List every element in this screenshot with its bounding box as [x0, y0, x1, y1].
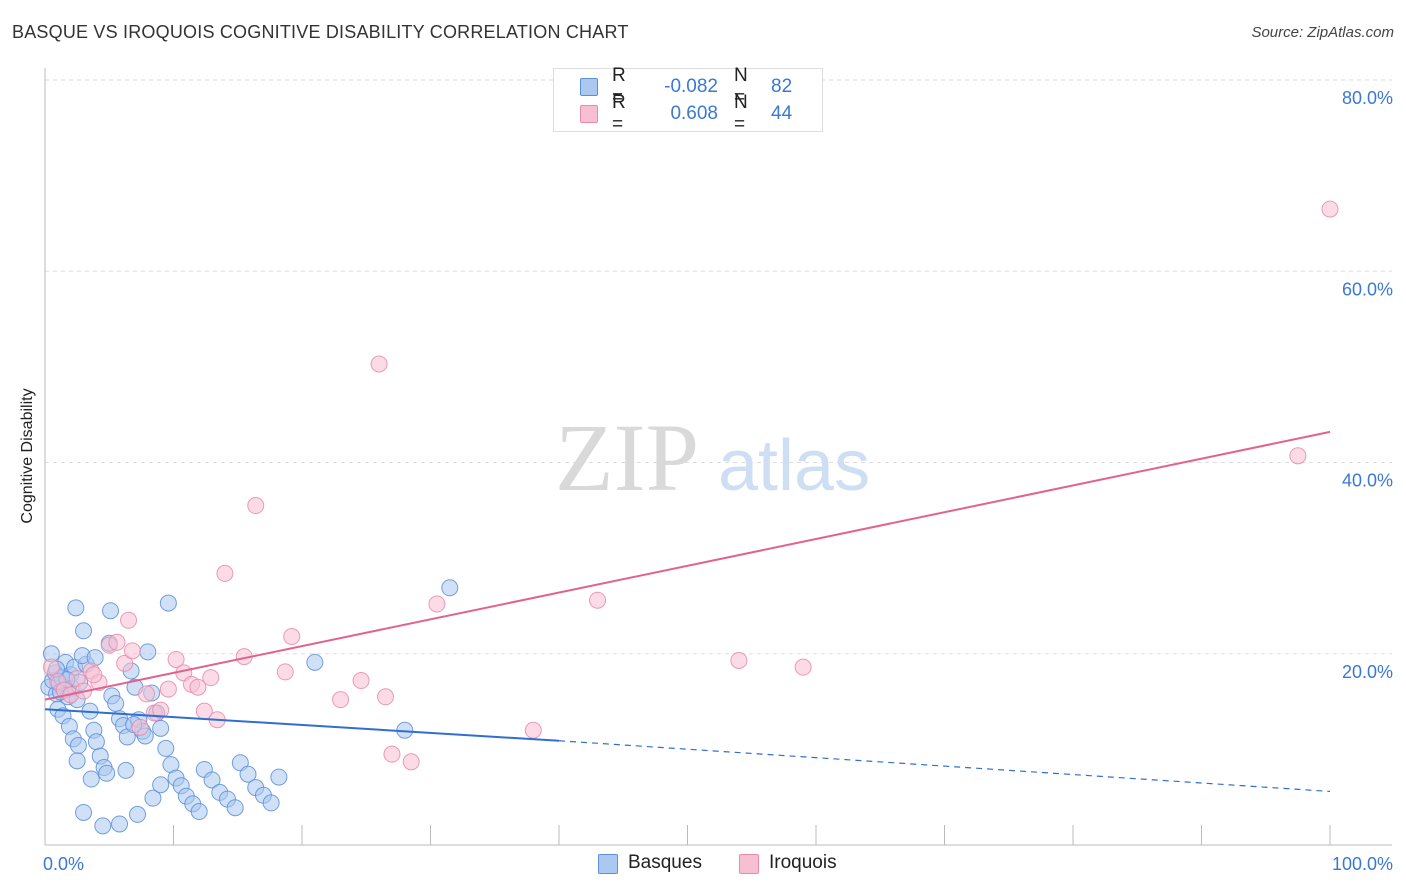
iroquois-point [402, 753, 420, 771]
tick-labels: 20.0% 40.0% 60.0% 80.0% 0.0% 100.0% [43, 88, 1393, 874]
basques-trend-line [44, 708, 560, 742]
basques-point [441, 579, 459, 597]
chart-title: BASQUE VS IROQUOIS COGNITIVE DISABILITY … [12, 22, 629, 42]
x-tick-label-end: 100.0% [1332, 854, 1393, 874]
iroquois-point [1321, 200, 1339, 218]
basques-point [239, 765, 257, 783]
iroquois-point [216, 564, 234, 582]
basques-point [75, 622, 93, 640]
basques-point [87, 733, 105, 751]
basques-point [107, 694, 125, 712]
legend-r-label: R = [612, 65, 626, 108]
iroquois-point [123, 642, 141, 660]
iroquois-point [42, 658, 60, 676]
iroquois-point [120, 611, 138, 629]
correlation-legend: R = -0.082 N = 82 R = 0.608 N = 44 [553, 65, 823, 135]
iroquois-point [524, 721, 542, 739]
iroquois-point [276, 663, 294, 681]
basques-point [306, 653, 324, 671]
watermark-atlas: atlas [718, 426, 870, 506]
iroquois-point [108, 633, 126, 651]
iroquois-point [730, 651, 748, 669]
iroquois-r-value: 0.608 [670, 103, 718, 124]
iroquois-point [383, 745, 401, 763]
iroquois-point [283, 628, 301, 646]
iroquois-n-value: 44 [771, 103, 793, 124]
basques-r-value: -0.082 [664, 76, 718, 97]
basques-point [129, 805, 147, 823]
iroquois-point [116, 654, 134, 672]
basques-legend-label: Basques [628, 852, 702, 873]
iroquois-point [167, 650, 185, 668]
basques-point [144, 789, 162, 807]
basques-point [94, 817, 112, 835]
iroquois-point [202, 669, 220, 687]
trend-lines [44, 430, 1331, 793]
basques-point [139, 643, 157, 661]
data-points [40, 200, 1339, 835]
y-tick-label: 20.0% [1342, 662, 1393, 682]
legend-r-label: R = [612, 92, 626, 135]
basques-point [82, 770, 100, 788]
iroquois-point [332, 691, 350, 709]
iroquois-point [159, 680, 177, 698]
iroquois-legend-swatch [739, 854, 759, 874]
iroquois-point [370, 355, 388, 373]
basques-legend-swatch [598, 854, 618, 874]
basques-point [203, 771, 221, 789]
basques-point [98, 764, 116, 782]
basques-point [117, 761, 135, 779]
iroquois-point [428, 595, 446, 613]
iroquois-trend-line [44, 430, 1331, 701]
basques-point [226, 799, 244, 817]
legend-n-label: N = [734, 65, 748, 108]
basques-point [75, 803, 93, 821]
watermark-zip: ZIP [555, 404, 699, 511]
basques-point [159, 594, 177, 612]
basques-point [69, 737, 87, 755]
basques-point [152, 776, 170, 794]
iroquois-point [152, 701, 170, 719]
iroquois-point [794, 658, 812, 676]
basques-point [270, 768, 288, 786]
basques-point [152, 719, 170, 737]
y-tick-label: 80.0% [1342, 88, 1393, 108]
iroquois-point [85, 666, 103, 684]
x-tick-label-start: 0.0% [43, 854, 84, 874]
basques-point [262, 794, 280, 812]
axes [44, 68, 1392, 846]
iroquois-point [247, 497, 265, 515]
y-tick-label: 40.0% [1342, 471, 1393, 491]
basques-point [67, 599, 85, 617]
iroquois-point [1289, 447, 1307, 465]
iroquois-point [589, 591, 607, 609]
basques-n-value: 82 [771, 76, 793, 97]
legend-n-label: N = [734, 92, 748, 135]
basques-point [102, 602, 120, 620]
iroquois-point [352, 672, 370, 690]
iroquois-point [138, 685, 156, 703]
basques-trend-extrapolation [558, 740, 1331, 793]
basques-swatch [580, 78, 598, 96]
iroquois-point [377, 688, 395, 706]
iroquois-legend-label: Iroquois [769, 852, 837, 873]
grid-lines [45, 79, 1392, 655]
source-label: Source: ZipAtlas.com [1251, 24, 1394, 41]
basques-point [190, 803, 208, 821]
iroquois-point [189, 678, 207, 696]
iroquois-swatch [580, 105, 598, 123]
basques-point [157, 739, 175, 757]
basques-point [111, 815, 129, 833]
iroquois-point [131, 718, 149, 736]
basques-point [68, 752, 86, 770]
y-tick-label: 60.0% [1342, 279, 1393, 299]
